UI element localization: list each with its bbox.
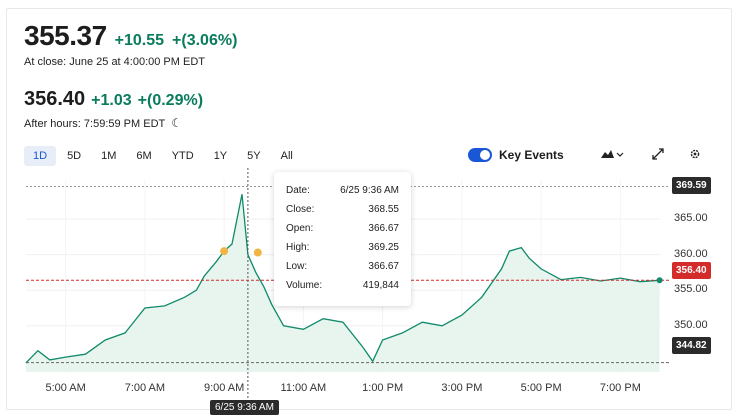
tooltip-label: Volume: — [286, 280, 323, 292]
after-hours-change-pct: +(0.29%) — [137, 92, 204, 109]
after-hours-price: 356.40 — [24, 88, 86, 110]
range-1m[interactable]: 1M — [101, 150, 117, 162]
close-change-pct: +(3.06%) — [172, 32, 238, 49]
close-price: 355.37 — [24, 20, 107, 51]
range-all[interactable]: All — [280, 150, 293, 162]
low-price-tag: 344.82 — [672, 337, 711, 354]
range-6m[interactable]: 6M — [136, 150, 152, 162]
tooltip-value: 6/25 9:36 AM — [340, 185, 399, 196]
after-hours-label: After hours: 7:59:59 PM EDT — [24, 118, 166, 130]
tooltip-label: Open: — [286, 223, 314, 235]
tooltip-row: Date: 6/25 9:36 AM — [286, 181, 399, 200]
toggle-switch[interactable] — [468, 148, 492, 162]
key-event-marker — [253, 248, 262, 257]
tooltip-value: 366.67 — [368, 223, 399, 235]
tooltip-label: High: — [286, 242, 310, 254]
y-tick-label: 355.00 — [674, 283, 708, 296]
close-quote: 355.37 +10.55 +(3.06%) — [24, 20, 237, 52]
gear-icon[interactable] — [689, 148, 701, 163]
tooltip-value: 419,844 — [362, 280, 399, 292]
range-selector: 1D 5D 1M 6M YTD 1Y 5Y All — [24, 146, 302, 166]
after-hours-change: +1.03 — [91, 92, 132, 109]
range-5d[interactable]: 5D — [67, 150, 82, 162]
tooltip-row: High: 369.25 — [286, 238, 399, 257]
tooltip-value: 366.67 — [368, 261, 399, 273]
x-tick-label: 11:00 AM — [280, 382, 327, 394]
moon-icon: ☾ — [171, 116, 182, 130]
hover-tooltip: Date: 6/25 9:36 AM Close: 368.55 Open: 366.67… — [274, 172, 411, 306]
close-change: +10.55 — [114, 32, 165, 49]
after-hours-quote: 356.40 +1.03 +(0.29%) — [24, 88, 203, 111]
range-1y[interactable]: 1Y — [213, 150, 228, 162]
tooltip-row: Close: 368.55 — [286, 200, 399, 219]
y-tick-label: 360.00 — [674, 247, 708, 260]
tooltip-row: Open: 366.67 — [286, 219, 399, 238]
tooltip-label: Low: — [286, 261, 308, 273]
x-tick-label: 1:00 PM — [362, 382, 404, 394]
quote-panel — [6, 8, 732, 410]
tooltip-label: Date: — [286, 185, 310, 196]
tooltip-label: Close: — [286, 204, 315, 216]
close-timestamp: At close: June 25 at 4:00:00 PM EDT — [24, 56, 205, 68]
y-tick-label: 350.00 — [674, 318, 708, 331]
tooltip-value: 369.25 — [368, 242, 399, 254]
current-price-tag: 356.40 — [672, 262, 711, 279]
key-events-label: Key Events — [499, 148, 564, 162]
after-hours-timestamp: After hours: 7:59:59 PM EDT ☾ — [24, 116, 182, 130]
range-1d[interactable]: 1D — [24, 146, 57, 166]
hover-time-label: 6/25 9:36 AM — [210, 400, 279, 415]
tooltip-row: Low: 366.67 — [286, 257, 399, 276]
x-tick-label: 3:00 PM — [441, 382, 483, 394]
tooltip-value: 368.55 — [368, 204, 399, 216]
last-point — [656, 277, 663, 284]
key-events-toggle[interactable]: Key Events — [468, 148, 564, 162]
x-tick-label: 7:00 AM — [124, 382, 166, 394]
x-tick-label: 5:00 PM — [520, 382, 562, 394]
range-5y[interactable]: 5Y — [247, 150, 261, 162]
x-tick-label: 7:00 PM — [599, 382, 641, 394]
mountain-chart-icon[interactable] — [600, 148, 624, 163]
x-tick-label: 5:00 AM — [45, 382, 86, 394]
key-event-marker — [220, 247, 229, 256]
price-line — [25, 194, 660, 364]
x-tick-label: 9:00 AM — [203, 382, 245, 394]
expand-icon[interactable] — [652, 148, 664, 163]
y-tick-label: 365.00 — [674, 212, 708, 225]
tooltip-row: Volume: 419,844 — [286, 276, 399, 295]
price-area — [26, 194, 660, 372]
range-ytd[interactable]: YTD — [171, 150, 194, 162]
high-price-tag: 369.59 — [672, 177, 711, 194]
